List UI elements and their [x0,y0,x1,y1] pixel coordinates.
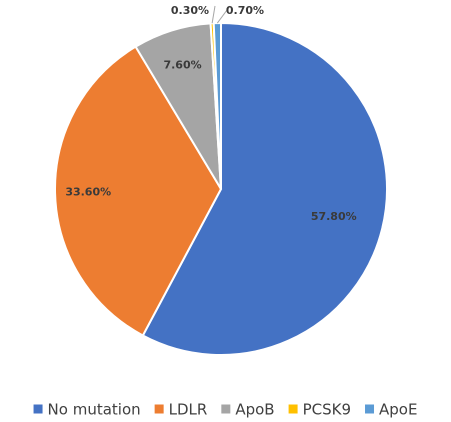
legend-item-apoe: ApoE [365,401,417,419]
data-label-ldlr: 33.60% [65,185,111,198]
legend-swatch-pcsk9 [288,404,298,414]
leader-line-apoe [216,5,231,24]
legend-item-no-mutation: No mutation [33,401,141,419]
pie-slice-apoe [212,21,222,190]
legend: No mutation LDLR ApoB PCSK9 ApoE [33,401,417,419]
legend-label-no-mutation: No mutation [48,401,141,419]
legend-label-apoe: ApoE [379,401,417,419]
pie-slice-no-mutation [141,21,388,356]
leader-lines-layer [211,5,231,24]
data-label-pcsk9: 0.30% [171,4,209,17]
leader-line-pcsk9 [211,5,216,24]
data-label-no-mutation: 57.80% [311,210,357,223]
data-labels-layer: 57.80% 33.60% 7.60% 0.30% 0.70% [65,4,356,223]
legend-item-pcsk9: PCSK9 [288,401,351,419]
legend-swatch-apoe [365,404,375,414]
legend-item-apob: ApoB [221,401,275,419]
legend-label-ldlr: LDLR [169,401,208,419]
legend-swatch-ldlr [154,404,164,414]
data-label-apoe: 0.70% [226,4,264,17]
legend-label-pcsk9: PCSK9 [303,401,351,419]
legend-swatch-no-mutation [33,404,43,414]
slices-layer [54,21,388,356]
legend-label-apob: ApoB [235,401,274,419]
legend-swatch-apob [221,404,231,414]
legend-item-ldlr: LDLR [154,401,208,419]
pie-slice-ldlr [54,45,223,337]
data-label-apob: 7.60% [163,58,201,71]
